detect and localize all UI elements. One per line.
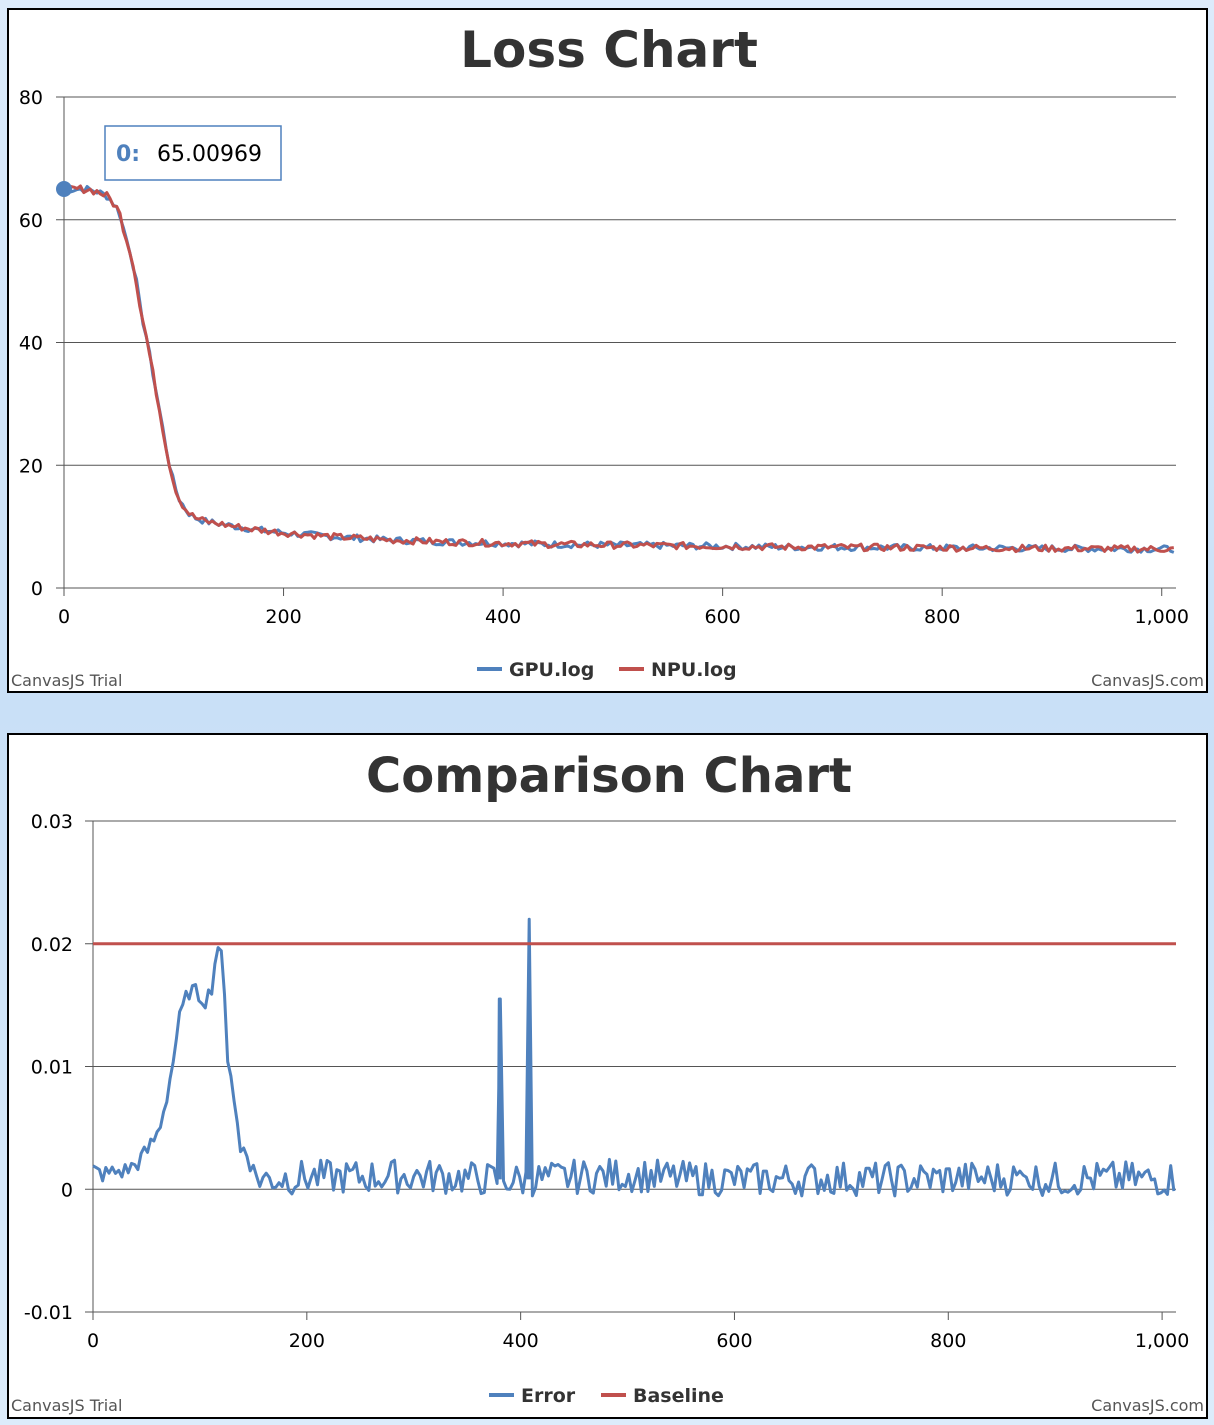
y-tick-label: -0.01 bbox=[24, 1302, 73, 1324]
y-tick-label: 0.01 bbox=[31, 1057, 73, 1079]
y-tick-label: 60 bbox=[19, 210, 43, 232]
canvasjs-link-credit[interactable]: CanvasJS.com bbox=[1091, 1396, 1204, 1415]
x-tick-label: 0 bbox=[87, 1330, 99, 1352]
comparison-chart-panel: Comparison Chart -0.01 0 0.01 0.02 0.03 0 200 4… bbox=[7, 733, 1208, 1419]
x-tick-label: 1,000 bbox=[1135, 1330, 1189, 1352]
y-tick-label: 0 bbox=[61, 1179, 73, 1201]
series-line-error[interactable] bbox=[92, 917, 1176, 1198]
legend-label: NPU.log bbox=[651, 659, 737, 681]
legend-label: GPU.log bbox=[509, 659, 594, 681]
legend-item-npu-log[interactable]: NPU.log bbox=[619, 659, 737, 681]
canvasjs-trial-credit: CanvasJS Trial bbox=[11, 1396, 122, 1415]
x-tick-label: 400 bbox=[503, 1330, 539, 1352]
y-tick-label: 80 bbox=[19, 87, 43, 109]
y-tick-label: 0.03 bbox=[31, 811, 73, 833]
x-tick-label: 200 bbox=[265, 606, 301, 628]
y-tick-label: 20 bbox=[19, 455, 43, 477]
tooltip-label: 0: bbox=[116, 142, 140, 167]
x-tick-label: 1,000 bbox=[1135, 606, 1189, 628]
x-tick-label: 400 bbox=[485, 606, 521, 628]
comparison-chart-title: Comparison Chart bbox=[366, 748, 852, 804]
series-line-npu-log[interactable] bbox=[63, 183, 1174, 554]
canvasjs-link-credit[interactable]: CanvasJS.com bbox=[1091, 671, 1204, 690]
series-line-gpu-log[interactable] bbox=[63, 185, 1175, 554]
x-tick-label: 0 bbox=[58, 606, 70, 628]
x-tick-label: 600 bbox=[705, 606, 741, 628]
loss-chart-title: Loss Chart bbox=[460, 21, 758, 79]
legend-item-baseline[interactable]: Baseline bbox=[601, 1385, 724, 1407]
loss-chart-panel: Loss Chart 0 20 40 60 80 0 200 400 600 800 1,000 G… bbox=[7, 8, 1208, 693]
legend-item-gpu-log[interactable]: GPU.log bbox=[477, 659, 594, 681]
canvasjs-trial-credit: CanvasJS Trial bbox=[11, 671, 122, 690]
legend-label: Error bbox=[521, 1385, 576, 1407]
x-tick-label: 800 bbox=[930, 1330, 966, 1352]
tooltip-marker[interactable] bbox=[56, 181, 72, 198]
legend-label: Baseline bbox=[633, 1385, 724, 1407]
tooltip-box bbox=[104, 125, 282, 181]
comparison-chart-svg: Comparison Chart -0.01 0 0.01 0.02 0.03 0 200 4… bbox=[11, 748, 1204, 1415]
x-tick-label: 600 bbox=[716, 1330, 752, 1352]
x-tick-label: 800 bbox=[924, 606, 960, 628]
y-tick-label: 40 bbox=[19, 333, 43, 355]
y-tick-label: 0 bbox=[31, 578, 43, 600]
tooltip-value: 65.00969 bbox=[157, 142, 262, 167]
legend-item-error[interactable]: Error bbox=[489, 1385, 576, 1407]
x-tick-label: 200 bbox=[289, 1330, 325, 1352]
y-tick-label: 0.02 bbox=[31, 934, 73, 956]
